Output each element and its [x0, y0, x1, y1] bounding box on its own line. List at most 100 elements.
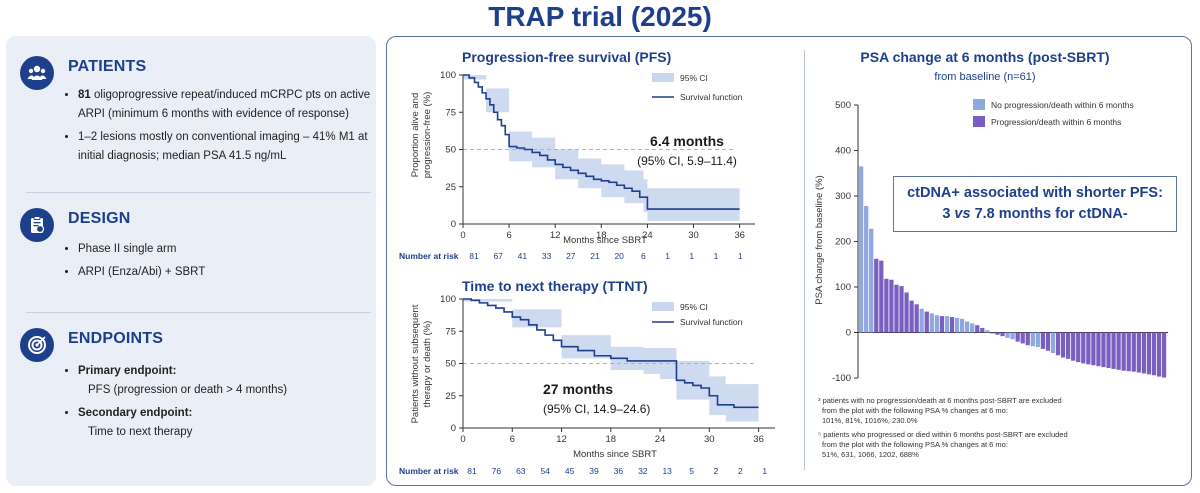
psa-ytick-label: 200	[835, 237, 851, 248]
psa-bar	[1081, 332, 1086, 364]
pfs-ylabel-1: Proportion alive and	[410, 93, 421, 178]
psa-bar	[1091, 332, 1096, 366]
ttnt-xtick-label: 30	[704, 434, 715, 445]
psa-bar	[970, 323, 975, 333]
psa-bar	[1141, 332, 1147, 374]
secondary-endpoint-label: Secondary endpoint:	[78, 407, 193, 419]
pfs-xtick-label: 6	[506, 230, 511, 241]
psa-ytick-label: 500	[835, 100, 851, 111]
psa-ylabel: PSA change from baseline (%)	[814, 175, 825, 304]
pfs-risk-value: 27	[566, 251, 576, 261]
psa-ytick-label: 300	[835, 191, 851, 202]
psa-bar	[1050, 332, 1056, 353]
ttnt-xtick-label: 6	[510, 434, 515, 445]
psa-bar	[1015, 332, 1020, 342]
ttnt-risk-value: 76	[492, 466, 502, 476]
psa-bar	[1151, 332, 1157, 376]
ttnt-ytick-label: 75	[445, 326, 456, 337]
divider	[26, 312, 371, 313]
pfs-risk-value: 1	[665, 251, 670, 261]
ttnt-xtick-label: 36	[753, 434, 764, 445]
psa-bar	[1055, 332, 1061, 356]
ttnt-legend-ci-swatch	[652, 302, 674, 311]
psa-bar	[909, 300, 914, 333]
pfs-median-ci: (95% CI, 5.9–11.4)	[637, 154, 737, 168]
design-heading: DESIGN	[68, 210, 131, 227]
secondary-endpoint-value: Time to next therapy	[88, 426, 193, 438]
psa-bar	[1146, 332, 1152, 375]
ttnt-risk-value: 39	[589, 466, 599, 476]
pfs-risk-value: 6	[641, 251, 646, 261]
ttnt-risk-value: 2	[714, 466, 719, 476]
ttnt-ytick-label: 25	[445, 391, 456, 402]
pfs-risk-value: 1	[689, 251, 694, 261]
ttnt-ci-band	[463, 299, 759, 422]
pfs-xtick-label: 24	[642, 230, 653, 241]
psa-legend-prog-swatch	[973, 116, 985, 127]
people-icon	[20, 56, 54, 90]
pfs-xtick-label: 12	[550, 230, 561, 241]
study-overview-panel: PATIENTS 81 oligoprogressive repeat/indu…	[6, 36, 376, 486]
psa-bar	[1116, 332, 1121, 370]
pfs-title: Progression-free survival (PFS)	[462, 49, 671, 65]
pfs-survival-line	[463, 74, 740, 210]
primary-endpoint-label: Primary endpoint:	[78, 365, 177, 377]
ttnt-risk-label: Number at risk	[399, 466, 459, 476]
ttnt-xtick-label: 18	[606, 434, 617, 445]
psa-bar	[1066, 332, 1071, 359]
psa-bar	[985, 330, 990, 333]
ttnt-ytick-label: 0	[451, 423, 456, 434]
pfs-legend-ci: 95% CI	[680, 73, 708, 83]
pfs-legend-sf: Survival function	[680, 92, 743, 102]
psa-bar	[1161, 332, 1167, 378]
psa-bar	[965, 321, 970, 333]
ttnt-ylabel-1: Patients without subsequent	[410, 304, 421, 423]
psa-bar	[954, 317, 960, 333]
psa-bar	[1111, 332, 1116, 369]
callout-vs: vs	[954, 206, 971, 222]
pfs-xtick-label: 36	[734, 230, 745, 241]
psa-bar	[1010, 332, 1015, 340]
psa-bar	[944, 316, 950, 333]
patients-list: 81 oligoprogressive repeat/induced mCRPC…	[66, 86, 378, 170]
psa-note2-line2: from the plot with the following PSA % c…	[822, 440, 1008, 449]
pfs-risk-value: 1	[714, 251, 719, 261]
psa-ytick-label: 0	[846, 328, 851, 339]
pfs-legend-ci-swatch	[652, 73, 674, 82]
psa-bar	[869, 228, 874, 333]
psa-bar	[1045, 332, 1051, 351]
psa-subtitle: from baseline (n=61)	[934, 71, 1035, 83]
design-list: Phase II single arm ARPI (Enza/Abi) + SB…	[66, 240, 378, 286]
psa-bar	[929, 313, 934, 333]
ttnt-risk-value: 32	[638, 466, 648, 476]
ttnt-median-ci: (95% CI, 14.9–24.6)	[543, 402, 650, 416]
ttnt-risk-value: 36	[614, 466, 624, 476]
ttnt-xtick-label: 12	[556, 434, 567, 445]
pfs-median: 6.4 months	[650, 133, 724, 149]
psa-title: PSA change at 6 months (post-SBRT)	[860, 49, 1109, 65]
pfs-ytick-label: 0	[451, 219, 456, 230]
psa-bar	[899, 286, 904, 333]
ttnt-xtick-label: 24	[655, 434, 666, 445]
ttnt-risk-value: 45	[565, 466, 575, 476]
psa-bar	[939, 316, 945, 333]
ttnt-risk-value: 63	[516, 466, 526, 476]
psa-bar	[1136, 332, 1141, 373]
psa-bar	[864, 206, 869, 333]
callout-pre: 3	[942, 206, 955, 222]
pfs-plot: 0 25 50 75 100 0 6 12 18 24 30 36 81 67 41 33 27 21 20 6 1 1 1…	[440, 70, 755, 261]
psa-bar	[934, 315, 939, 333]
psa-ytick-label: -100	[832, 373, 851, 384]
pfs-ytick-label: 50	[445, 145, 456, 156]
pfs-risk-value: 1	[738, 251, 743, 261]
psa-bar	[924, 311, 929, 333]
pfs-ytick-label: 75	[445, 107, 456, 118]
psa-bar	[995, 332, 1000, 335]
pfs-xlabel: Months since SBRT	[563, 235, 647, 246]
psa-bar	[975, 325, 980, 333]
psa-bar	[1071, 332, 1076, 361]
psa-bar	[884, 278, 889, 333]
ttnt-legend-sf: Survival function	[680, 317, 743, 327]
ttnt-legend-ci: 95% CI	[680, 302, 708, 312]
patients-bullet-2: 1–2 lesions mostly on conventional imagi…	[78, 131, 368, 162]
